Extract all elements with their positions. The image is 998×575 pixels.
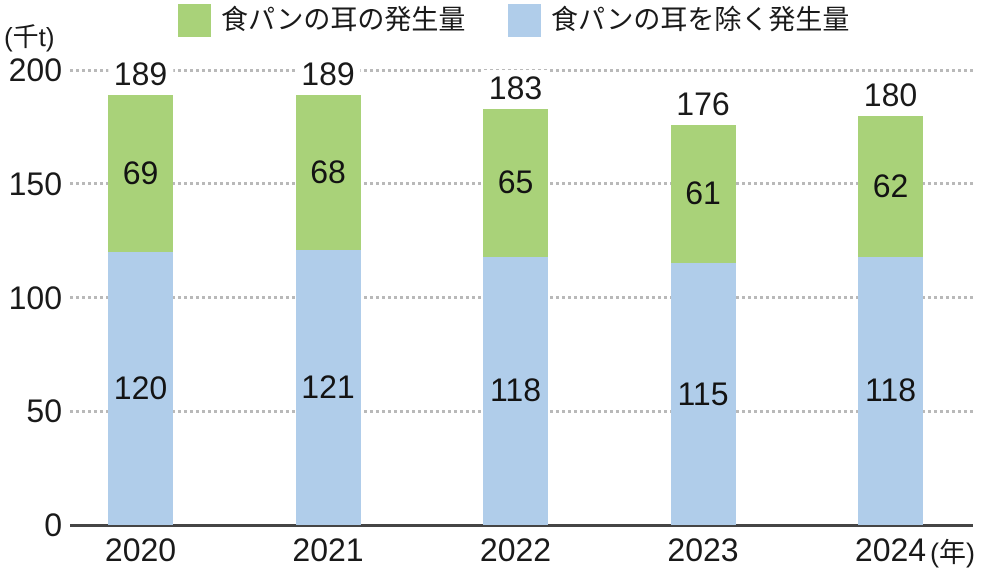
legend-swatch-icon xyxy=(178,3,211,37)
bar-total-label: 189 xyxy=(107,56,174,93)
bar-value-label: 118 xyxy=(489,372,541,409)
y-axis-tick-label: 200 xyxy=(8,52,62,88)
x-axis-tick-label: 2022 xyxy=(479,532,552,568)
x-axis-unit-label: (年) xyxy=(930,538,975,568)
x-axis-tick-label: 2023 xyxy=(667,532,739,568)
legend-swatch-icon xyxy=(508,3,541,37)
legend-item: 食パンの耳を除く発生量 xyxy=(508,1,849,39)
bar-segment-crust: 68 xyxy=(295,95,361,250)
bar-value-label: 121 xyxy=(301,368,355,405)
bar-total-label: 189 xyxy=(295,56,361,93)
bar-value-label: 68 xyxy=(310,153,346,190)
bar-segment-excluding-crust: 118 xyxy=(858,256,923,525)
bar-segment-crust: 61 xyxy=(670,124,736,264)
legend-label: 食パンの耳を除く発生量 xyxy=(551,5,850,35)
y-axis-tick-label: 100 xyxy=(8,279,62,316)
legend-label: 食パンの耳の発生量 xyxy=(221,5,466,35)
bar-value-label: 61 xyxy=(685,175,721,212)
x-axis-tick-label: 2021 xyxy=(292,532,364,568)
y-axis-tick-label: 150 xyxy=(8,165,62,202)
bar-segment-crust: 65 xyxy=(483,108,548,257)
bar-value-label: 115 xyxy=(677,375,729,412)
bar-segment-crust: 69 xyxy=(108,95,173,252)
y-axis-tick-label: 50 xyxy=(26,393,62,430)
bar-value-label: 120 xyxy=(113,370,168,406)
bar-value-label: 62 xyxy=(872,167,909,204)
x-axis-line xyxy=(70,524,973,527)
bar-value-label: 65 xyxy=(497,164,534,201)
x-axis-tick-label: 2024 xyxy=(854,532,927,568)
y-axis-tick-label: 0 xyxy=(44,507,62,543)
bar-total-label: 176 xyxy=(670,85,736,122)
bar-total-label: 180 xyxy=(857,76,924,113)
bar-segment-excluding-crust: 120 xyxy=(108,252,173,525)
x-axis-tick-label: 2020 xyxy=(104,532,177,568)
bar-value-label: 69 xyxy=(122,155,159,191)
y-axis-unit-label: (千t) xyxy=(4,22,55,52)
bar-segment-excluding-crust: 118 xyxy=(483,256,548,525)
bar-value-label: 118 xyxy=(864,372,916,409)
bar-total-label: 183 xyxy=(482,69,549,106)
bar-segment-excluding-crust: 121 xyxy=(295,249,361,525)
bar-segment-crust: 62 xyxy=(858,115,923,257)
bar-segment-excluding-crust: 115 xyxy=(670,263,736,525)
legend-item: 食パンの耳の発生量 xyxy=(178,1,465,39)
